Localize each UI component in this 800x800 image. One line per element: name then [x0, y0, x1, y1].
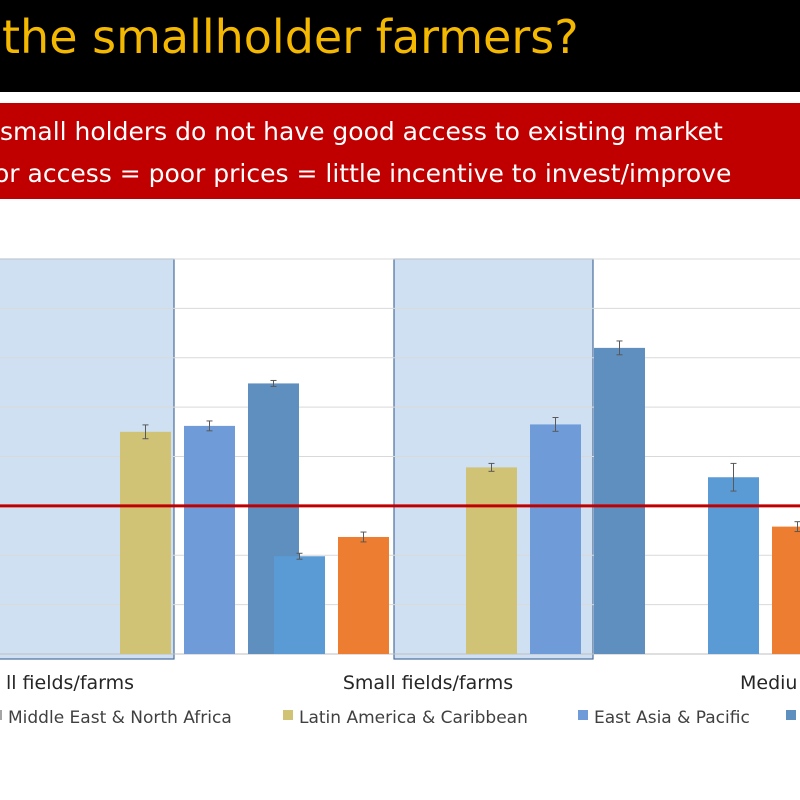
key-message-line-2: or access = poor prices = little incenti…: [0, 159, 732, 188]
legend-label: Middle East & North Africa: [8, 708, 232, 728]
key-message-line-1: small holders do not have good access to…: [0, 117, 723, 146]
bar: [772, 526, 800, 654]
legend-label: East Asia & Pacific: [594, 708, 750, 728]
legend-swatch: [578, 710, 588, 720]
bar: [466, 467, 517, 654]
error-bars: [142, 340, 800, 560]
category-labels: ll fields/farms Small fields/farms Mediu: [6, 672, 798, 694]
category-label: Small fields/farms: [343, 672, 513, 694]
legend-swatch: [283, 710, 293, 720]
slide-title: the smallholder farmers?: [2, 10, 579, 64]
bar: [708, 477, 759, 654]
bars: [120, 347, 800, 654]
bar: [338, 536, 389, 654]
bar: [120, 431, 171, 654]
legend-swatch: [0, 710, 2, 720]
legend-swatch: [786, 710, 796, 720]
legend: Middle East & North Africa Latin America …: [0, 708, 796, 728]
title-bar: the smallholder farmers?: [0, 0, 800, 92]
bar: [594, 347, 645, 654]
key-message-box: small holders do not have good access to…: [0, 103, 800, 199]
category-label: ll fields/farms: [6, 672, 134, 694]
bar: [530, 424, 581, 654]
category-label: Mediu: [740, 672, 797, 694]
legend-label: Latin America & Caribbean: [299, 708, 528, 728]
bar: [184, 425, 235, 654]
bar: [274, 556, 325, 654]
